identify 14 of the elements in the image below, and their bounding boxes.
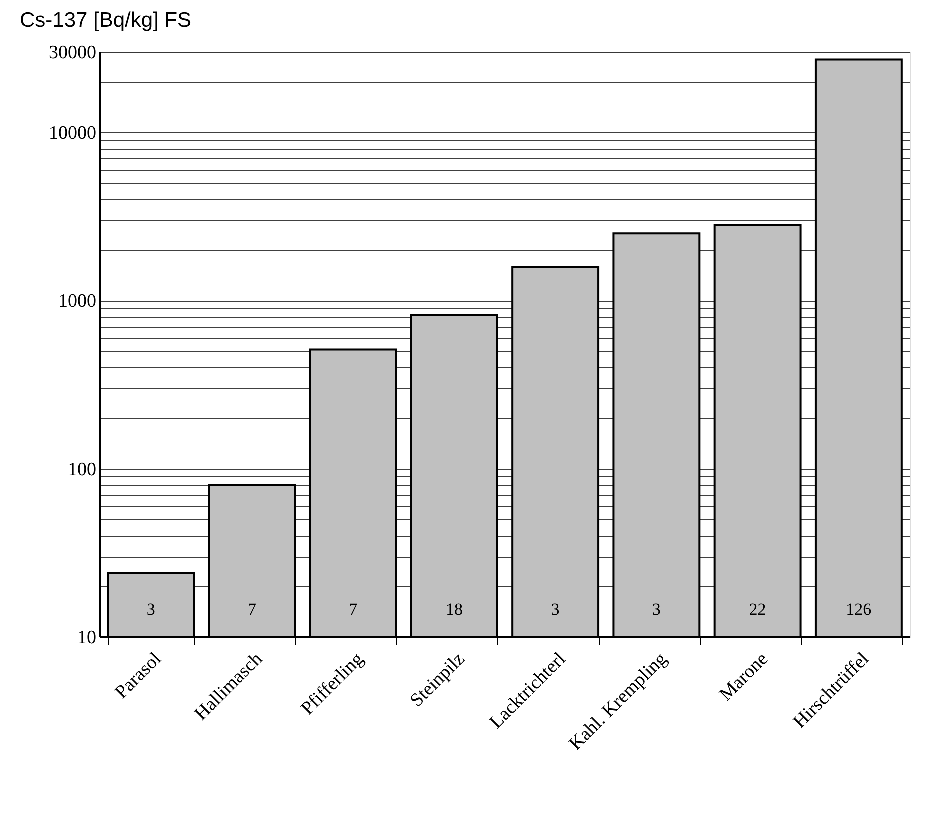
annotation: 7 <box>248 600 257 619</box>
y-tick-label: 30000 <box>49 42 96 64</box>
annotation: 3 <box>551 600 560 619</box>
y-axis-title: Cs-137 [Bq/kg] FS <box>20 9 192 32</box>
y-tick-label: 1000 <box>58 291 96 312</box>
annotation: 7 <box>349 600 358 619</box>
annotation: 18 <box>446 600 463 619</box>
annotation: 3 <box>652 600 661 619</box>
y-tick-label: 10000 <box>49 122 96 144</box>
annotation: 3 <box>146 600 156 619</box>
y-tick-label: 100 <box>68 459 96 480</box>
annotation: 126 <box>846 600 872 619</box>
y-tick-label: 10 <box>78 628 96 648</box>
annotation: 22 <box>749 600 766 619</box>
